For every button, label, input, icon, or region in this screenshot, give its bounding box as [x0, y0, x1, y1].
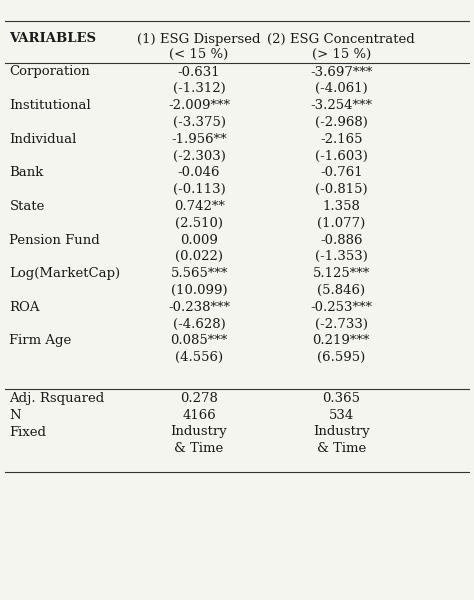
Text: 4166: 4166 [182, 409, 216, 422]
Text: State: State [9, 200, 45, 213]
Text: & Time: & Time [174, 442, 224, 455]
Text: Adj. Rsquared: Adj. Rsquared [9, 392, 105, 405]
Text: Fixed: Fixed [9, 425, 46, 439]
Text: (-0.815): (-0.815) [315, 183, 368, 196]
Text: Industry: Industry [171, 425, 228, 439]
Text: ROA: ROA [9, 301, 40, 314]
Text: 534: 534 [328, 409, 354, 422]
Text: (-1.603): (-1.603) [315, 149, 368, 163]
Text: (> 15 %): (> 15 %) [311, 47, 371, 61]
Text: (0.022): (0.022) [175, 250, 223, 263]
Text: -0.886: -0.886 [320, 233, 363, 247]
Text: Individual: Individual [9, 133, 77, 146]
Text: (-4.628): (-4.628) [173, 317, 226, 331]
Text: (2.510): (2.510) [175, 217, 223, 230]
Text: (5.846): (5.846) [317, 284, 365, 297]
Text: 1.358: 1.358 [322, 200, 360, 213]
Text: VARIABLES: VARIABLES [9, 32, 97, 46]
Text: & Time: & Time [317, 442, 366, 455]
Text: 5.565***: 5.565*** [170, 267, 228, 280]
Text: (-1.353): (-1.353) [315, 250, 368, 263]
Text: N: N [9, 409, 21, 422]
Text: -3.254***: -3.254*** [310, 99, 372, 112]
Text: (< 15 %): (< 15 %) [169, 47, 228, 61]
Text: -2.165: -2.165 [320, 133, 363, 146]
Text: (4.556): (4.556) [175, 351, 223, 364]
Text: (10.099): (10.099) [171, 284, 228, 297]
Text: (-2.733): (-2.733) [315, 317, 368, 331]
Text: 0.219***: 0.219*** [312, 334, 370, 347]
Text: 0.009: 0.009 [180, 233, 218, 247]
Text: Corporation: Corporation [9, 65, 90, 79]
Text: 5.125***: 5.125*** [313, 267, 370, 280]
Text: -1.956**: -1.956** [171, 133, 227, 146]
Text: -0.631: -0.631 [178, 65, 220, 79]
Text: -0.046: -0.046 [178, 166, 220, 179]
Text: -0.761: -0.761 [320, 166, 363, 179]
Text: (-0.113): (-0.113) [173, 183, 226, 196]
Text: -3.697***: -3.697*** [310, 65, 373, 79]
Text: -0.253***: -0.253*** [310, 301, 372, 314]
Text: 0.742**: 0.742** [173, 200, 225, 213]
Text: (-2.303): (-2.303) [173, 149, 226, 163]
Text: (6.595): (6.595) [317, 351, 365, 364]
Text: 0.365: 0.365 [322, 392, 360, 405]
Text: Industry: Industry [313, 425, 370, 439]
Text: -0.238***: -0.238*** [168, 301, 230, 314]
Text: (2) ESG Concentrated: (2) ESG Concentrated [267, 32, 415, 46]
Text: Institutional: Institutional [9, 99, 91, 112]
Text: (-2.968): (-2.968) [315, 116, 368, 129]
Text: (-1.312): (-1.312) [173, 82, 226, 95]
Text: 0.278: 0.278 [180, 392, 218, 405]
Text: Pension Fund: Pension Fund [9, 233, 100, 247]
Text: (1.077): (1.077) [317, 217, 365, 230]
Text: -2.009***: -2.009*** [168, 99, 230, 112]
Text: Firm Age: Firm Age [9, 334, 72, 347]
Text: (-3.375): (-3.375) [173, 116, 226, 129]
Text: Log(MarketCap): Log(MarketCap) [9, 267, 120, 280]
Text: (-4.061): (-4.061) [315, 82, 368, 95]
Text: Bank: Bank [9, 166, 44, 179]
Text: 0.085***: 0.085*** [171, 334, 228, 347]
Text: (1) ESG Dispersed: (1) ESG Dispersed [137, 32, 261, 46]
